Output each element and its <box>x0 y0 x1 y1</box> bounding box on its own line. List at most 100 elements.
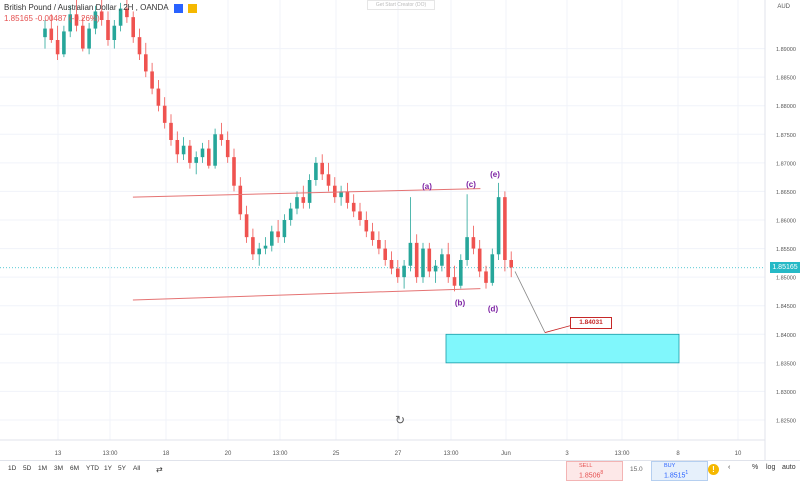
reset-chart-icon[interactable]: ↻ <box>394 413 406 427</box>
candle-body <box>396 268 400 278</box>
price-summary: 1.85165 -0.00487 (-0.26%) <box>4 14 100 23</box>
date-tick-label: 18 <box>163 451 170 457</box>
candle-body <box>270 231 274 246</box>
candle-body <box>251 237 255 255</box>
candle-body <box>446 254 450 278</box>
wave-label: (a) <box>422 182 432 191</box>
candle-body <box>301 197 306 203</box>
candle-body <box>490 254 495 283</box>
timeframe-1m[interactable]: 1M <box>38 465 48 472</box>
buy-button[interactable]: BUY 1.85151 <box>651 461 708 481</box>
symbol-header: British Pound / Australian Dollar , 2H ,… <box>4 3 199 13</box>
timeframe-ytd[interactable]: YTD <box>86 465 99 472</box>
candle-body <box>276 231 280 238</box>
candle-body <box>351 202 356 212</box>
candle-body <box>156 88 161 106</box>
last-price-tag: 1.85165 <box>770 262 800 273</box>
date-tick-label: 13:00 <box>443 451 459 457</box>
candle-body <box>402 265 406 278</box>
candle-body <box>87 28 91 49</box>
candle-body <box>137 37 142 55</box>
candle-body <box>99 11 104 20</box>
candle-body <box>503 197 507 260</box>
candle-body <box>188 145 192 163</box>
candle-body <box>207 148 211 166</box>
compare-icon[interactable]: ⇄ <box>156 465 163 474</box>
date-tick-label: 8 <box>676 451 680 457</box>
price-change-pct: -0.26% <box>71 14 98 23</box>
price-change: -0.00487 <box>35 14 67 23</box>
auto-toggle[interactable]: auto <box>782 464 796 471</box>
watermark: Get Start Creator (DO) <box>367 0 435 10</box>
candle-body <box>225 140 230 158</box>
candle-body <box>181 145 186 155</box>
candle-body <box>68 14 72 32</box>
candle-body <box>408 242 413 266</box>
sell-button[interactable]: SELL 1.85068 <box>566 461 623 481</box>
timeframe-1y[interactable]: 1Y <box>104 465 112 472</box>
buy-label: BUY <box>664 463 676 469</box>
date-tick-label: 3 <box>565 451 569 457</box>
timeframe-all[interactable]: All <box>133 465 141 472</box>
candle-body <box>232 157 236 186</box>
candle-body <box>118 8 123 26</box>
candle-body <box>263 245 268 249</box>
candle-body <box>320 162 324 175</box>
sell-price: 1.85068 <box>579 470 604 480</box>
candle-body <box>452 277 457 286</box>
date-tick-label: 20 <box>225 451 232 457</box>
price-tick-label: 1.87500 <box>776 133 796 139</box>
percent-toggle[interactable]: % <box>752 464 759 471</box>
candle-body <box>333 185 337 198</box>
price-tick-label: 1.88500 <box>776 76 796 82</box>
candle-body <box>162 105 167 123</box>
price-tick-label: 1.89000 <box>776 47 796 53</box>
candle-body <box>194 157 198 163</box>
candle-body <box>295 197 299 209</box>
candle-body <box>219 134 224 140</box>
blue-square-icon[interactable] <box>174 3 184 13</box>
timeframe-6m[interactable]: 6M <box>70 465 80 472</box>
candle-body <box>175 140 180 155</box>
price-tick-label: 1.82500 <box>776 419 796 425</box>
date-tick-label: 13:00 <box>102 451 118 457</box>
sell-label: SELL <box>579 463 593 469</box>
candle-body <box>414 242 419 278</box>
candle-body <box>370 231 375 240</box>
current-price: 1.85165 <box>4 14 33 23</box>
chevron-left-icon[interactable]: ‹ <box>728 464 731 471</box>
candle-body <box>345 191 350 203</box>
timeframe-5d[interactable]: 5D <box>23 465 32 472</box>
candle-body <box>62 31 66 55</box>
indicator-boxes[interactable] <box>174 3 198 13</box>
date-tick-label: 13:00 <box>272 451 288 457</box>
triangle-lower-line <box>132 288 481 301</box>
price-chart[interactable]: 1.89000 1.88500 1.88000 1.87500 1.87000 1.865… <box>0 0 800 460</box>
yellow-square-icon[interactable] <box>187 3 197 13</box>
price-tick-label: 1.84500 <box>776 304 796 310</box>
candle-body <box>106 20 110 40</box>
candle-body <box>74 14 79 26</box>
date-tick-label: 25 <box>333 451 340 457</box>
target-price-label: 1.84031 <box>570 317 612 329</box>
log-toggle[interactable]: log <box>766 464 776 471</box>
spread-value: 15.0 <box>630 466 643 473</box>
candle-body <box>383 248 387 260</box>
wave-label: (e) <box>490 170 500 179</box>
price-tick-label: 1.85500 <box>776 247 796 253</box>
candle-body <box>377 240 381 249</box>
candle-body <box>244 214 249 238</box>
timeframe-1d[interactable]: 1D <box>8 465 17 472</box>
warning-icon[interactable]: ! <box>708 464 719 475</box>
broker-label: OANDA <box>140 3 169 12</box>
timeframe-3m[interactable]: 3M <box>54 465 64 472</box>
wave-label: (b) <box>455 299 466 308</box>
candle-body <box>471 237 476 249</box>
candle-body <box>55 40 60 55</box>
price-tick-label: 1.87000 <box>776 161 796 167</box>
candle-body <box>169 122 173 140</box>
candle-body <box>465 237 469 260</box>
timeframe-5y[interactable]: 5Y <box>118 465 126 472</box>
date-tick-label: 13:00 <box>614 451 630 457</box>
buy-price: 1.85151 <box>664 470 689 480</box>
